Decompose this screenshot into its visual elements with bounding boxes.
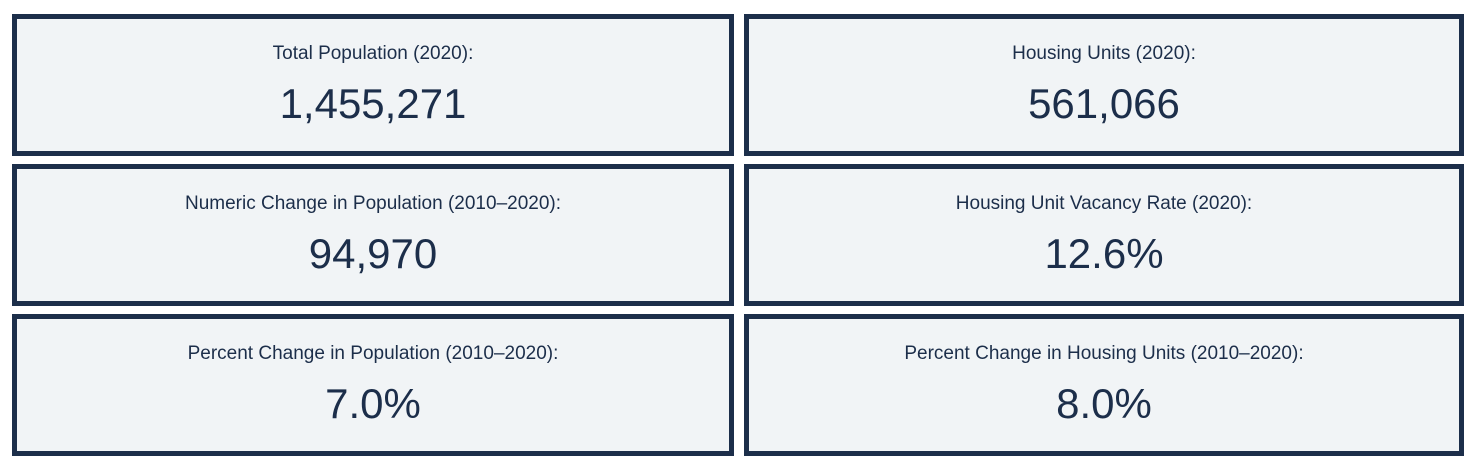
- stat-card-total-population: Total Population (2020): 1,455,271: [12, 14, 734, 156]
- stat-label: Total Population (2020):: [272, 43, 474, 64]
- stat-card-vacancy-rate: Housing Unit Vacancy Rate (2020): 12.6%: [744, 164, 1464, 306]
- stat-value: 8.0%: [1056, 380, 1152, 427]
- stat-value: 7.0%: [325, 380, 421, 427]
- stat-card-percent-change-population: Percent Change in Population (2010–2020)…: [12, 314, 734, 456]
- stat-value: 561,066: [1028, 80, 1180, 127]
- stat-card-numeric-change-population: Numeric Change in Population (2010–2020)…: [12, 164, 734, 306]
- stat-label: Numeric Change in Population (2010–2020)…: [184, 193, 562, 214]
- stat-card-percent-change-housing-units: Percent Change in Housing Units (2010–20…: [744, 314, 1464, 456]
- stat-label: Housing Unit Vacancy Rate (2020):: [955, 193, 1253, 214]
- stat-card-housing-units: Housing Units (2020): 561,066: [744, 14, 1464, 156]
- stat-label: Housing Units (2020):: [1012, 43, 1196, 64]
- stat-value: 1,455,271: [279, 80, 467, 127]
- stats-grid: Total Population (2020): 1,455,271 Housi…: [12, 14, 1464, 456]
- stat-value: 12.6%: [1044, 230, 1164, 277]
- stat-label: Percent Change in Population (2010–2020)…: [187, 343, 559, 364]
- stat-value: 94,970: [308, 230, 438, 277]
- stat-label: Percent Change in Housing Units (2010–20…: [904, 343, 1304, 364]
